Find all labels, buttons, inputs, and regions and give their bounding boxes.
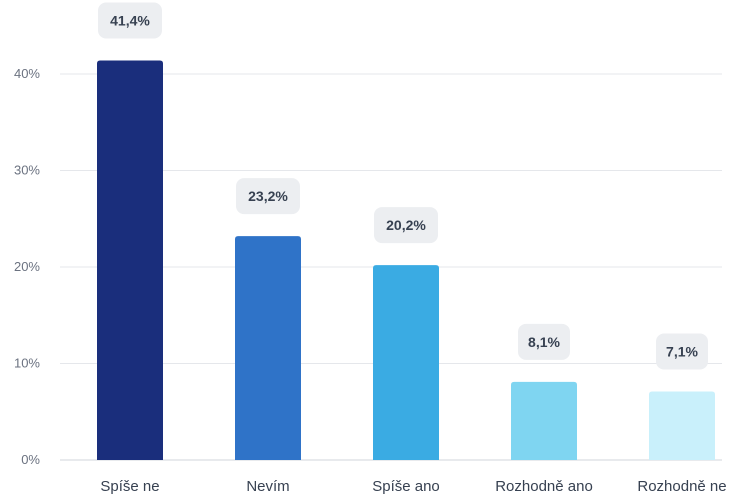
value-label-background [98,2,162,39]
value-label: 23,2% [248,188,288,204]
bar [373,265,439,460]
value-label-background [656,333,708,370]
bar [511,381,577,460]
bar [235,236,301,460]
y-tick-label: 0% [21,452,40,467]
value-label: 20,2% [386,217,426,233]
bars [97,60,715,461]
x-category-label: Rozhodně ano [495,478,593,495]
value-label: 8,1% [528,334,560,350]
value-label-background [374,207,438,244]
x-category-label: Spíše ano [372,478,440,495]
y-tick-label: 30% [14,163,40,178]
bar [97,60,163,461]
value-label: 7,1% [666,343,698,359]
x-category-label: Nevím [246,478,289,495]
y-tick-label: 40% [14,66,40,81]
value-labels: 41,4% 23,2% 20,2% 8,1% 7,1% [98,2,708,370]
y-tick-label: 10% [14,356,40,371]
x-axis-labels: Spíše ne Nevím Spíše ano Rozhodně ano Rozhod… [100,478,726,495]
value-label-background [518,323,570,360]
y-axis-ticks: 0% 10% 20% 30% 40% [14,66,40,467]
x-category-label: Spíše ne [100,478,159,495]
value-label: 41,4% [110,12,150,28]
y-tick-label: 20% [14,259,40,274]
x-category-label: Rozhodně ne [637,478,726,495]
bar [649,391,715,460]
value-label-background [236,178,300,215]
